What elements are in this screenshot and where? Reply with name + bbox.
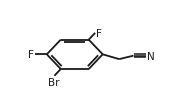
Text: Br: Br [48, 77, 60, 87]
Text: F: F [28, 50, 33, 60]
Text: N: N [147, 51, 155, 61]
Text: F: F [96, 28, 102, 38]
